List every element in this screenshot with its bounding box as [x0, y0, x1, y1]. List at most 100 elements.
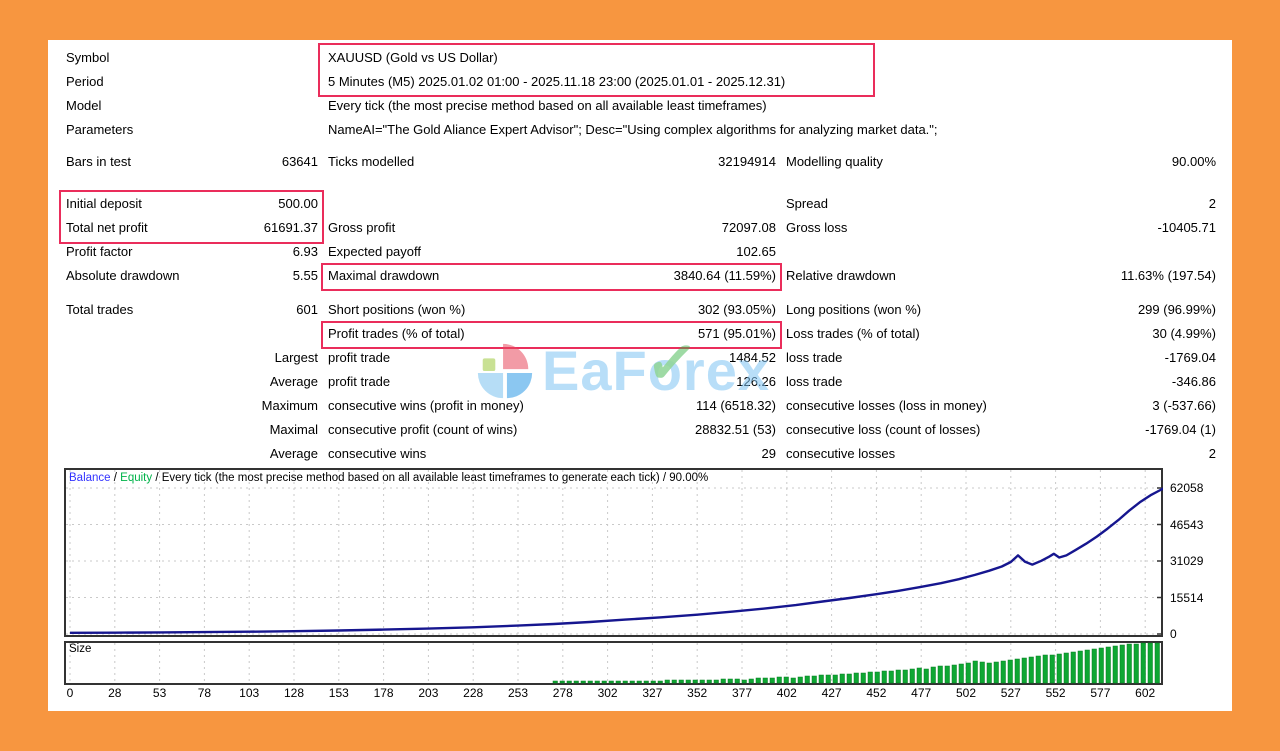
row-value: 63641 — [281, 154, 318, 169]
y-axis-tick-label: 15514 — [1170, 590, 1204, 605]
row-label: Maximal drawdown — [328, 268, 440, 283]
balance-line — [69, 487, 1163, 635]
y-axis-tick-label: 31029 — [1170, 554, 1204, 568]
row-value: Average — [269, 374, 318, 389]
x-axis-tick-label: 203 — [418, 686, 439, 700]
row-label: consecutive loss (count of losses) — [786, 422, 981, 437]
x-axis-tick-label: 253 — [507, 686, 529, 700]
legend-separator-1: / — [110, 472, 121, 484]
row-value: 61691.37 — [263, 220, 318, 235]
row-value: 102.65 — [736, 244, 776, 259]
legend-equity-label: Equity — [120, 472, 153, 484]
row-value: 3 (-537.66) — [1152, 398, 1216, 413]
row-value: 6.93 — [292, 244, 318, 259]
row-label: consecutive wins (profit in money) — [328, 398, 524, 413]
row-value: 126.26 — [736, 374, 776, 389]
row-value: 299 (96.99%) — [1137, 302, 1216, 317]
x-axis-tick-label: 103 — [239, 686, 260, 700]
row-label: profit trade — [328, 374, 391, 389]
y-axis-tick-label: 62058 — [1170, 481, 1204, 495]
row-value: XAUUSD (Gold vs US Dollar) — [328, 50, 498, 65]
row-label: Modelling quality — [786, 154, 883, 169]
y-axis-tick-label: 46543 — [1170, 517, 1204, 532]
row-label: loss trade — [786, 374, 843, 389]
row-value: 5 Minutes (M5) 2025.01.02 01:00 - 2025.1… — [328, 74, 786, 89]
row-label: Gross profit — [328, 220, 396, 235]
row-label: Long positions (won %) — [786, 302, 922, 317]
row-label: Loss trades (% of total) — [786, 326, 920, 341]
row-value: 302 (93.05%) — [697, 302, 776, 317]
row-value: -346.86 — [1171, 374, 1216, 389]
row-label: Profit factor — [66, 244, 133, 259]
row-label: Gross loss — [786, 220, 848, 235]
row-label: Profit trades (% of total) — [328, 326, 465, 341]
row-label: Bars in test — [66, 154, 132, 169]
row-value: -1769.04 — [1164, 350, 1216, 365]
row-value: Average — [269, 446, 318, 461]
x-axis-tick-label: 78 — [197, 686, 212, 700]
x-axis-tick-label: 602 — [1135, 686, 1156, 700]
row-value: -10405.71 — [1157, 220, 1216, 235]
row-label: loss trade — [786, 350, 843, 365]
row-label: Symbol — [66, 50, 110, 65]
row-label: Model — [66, 98, 102, 113]
x-axis-tick-label: 153 — [328, 686, 349, 700]
x-axis-tick-label: 477 — [911, 686, 932, 700]
x-axis-tick-label: 552 — [1045, 686, 1066, 700]
row-label: profit trade — [328, 350, 391, 365]
x-axis-tick-label: 327 — [642, 686, 663, 700]
x-axis-tick-label: 352 — [687, 686, 708, 700]
row-value: 72097.08 — [721, 220, 776, 235]
x-axis-tick-label: 278 — [552, 686, 573, 700]
row-value: 2 — [1208, 446, 1216, 461]
x-axis-tick-label: 53 — [152, 686, 167, 700]
row-label: Total net profit — [66, 220, 148, 235]
size-axis-label: Size — [69, 643, 92, 655]
row-label: consecutive losses (loss in money) — [786, 398, 987, 413]
legend-balance-label: Balance — [69, 472, 111, 484]
legend-separator-2: / — [152, 472, 162, 484]
row-value: -1769.04 (1) — [1145, 422, 1216, 437]
row-value: 3840.64 (11.59%) — [673, 268, 776, 283]
row-label: consecutive losses — [786, 446, 896, 461]
row-value: 1484.52 — [729, 350, 776, 365]
row-value: 2 — [1208, 196, 1216, 211]
row-value: Maximum — [261, 398, 318, 413]
row-label: Initial deposit — [66, 196, 142, 211]
row-value: 30 (4.99%) — [1152, 326, 1216, 341]
x-axis-tick-label: 452 — [866, 686, 887, 700]
x-axis-tick-label: 427 — [821, 686, 842, 700]
row-value: 29 — [761, 446, 776, 461]
x-axis-tick-label: 377 — [731, 686, 753, 700]
row-value: 5.55 — [292, 268, 318, 283]
x-axis-tick-label: 402 — [776, 686, 797, 700]
row-value: Maximal — [269, 422, 318, 437]
x-axis-tick-label: 178 — [373, 686, 394, 700]
row-label: Short positions (won %) — [328, 302, 466, 317]
row-value: 601 — [296, 302, 318, 317]
row-value: 500.00 — [278, 196, 318, 211]
x-axis-tick-label: 28 — [108, 686, 122, 700]
x-axis-tick-label: 302 — [597, 686, 618, 700]
row-label: Ticks modelled — [328, 154, 415, 169]
row-value: 114 (6518.32) — [696, 398, 776, 413]
y-axis-tick-label: 0 — [1170, 627, 1177, 641]
row-value: Largest — [274, 350, 318, 365]
size-bars — [552, 642, 1160, 684]
row-value: 28832.51 (53) — [695, 422, 776, 437]
legend-description: Every tick (the most precise method base… — [161, 472, 709, 484]
x-axis-tick-label: 228 — [463, 686, 484, 700]
row-value: 571 (95.01%) — [697, 326, 776, 341]
row-label: Period — [66, 74, 104, 89]
x-axis-tick-label: 128 — [283, 686, 305, 700]
row-label: Total trades — [66, 302, 134, 317]
row-value: NameAI="The Gold Aliance Expert Advisor"… — [328, 122, 938, 137]
row-label: consecutive profit (count of wins) — [328, 422, 518, 437]
chart-legend: Balance / Equity / Every tick (the most … — [69, 471, 708, 485]
row-label: Expected payoff — [328, 244, 421, 259]
row-value: 11.63% (197.54) — [1120, 268, 1216, 283]
row-value: Every tick (the most precise method base… — [328, 98, 767, 113]
x-axis-tick-label: 502 — [955, 686, 977, 700]
row-label: Absolute drawdown — [66, 268, 180, 283]
